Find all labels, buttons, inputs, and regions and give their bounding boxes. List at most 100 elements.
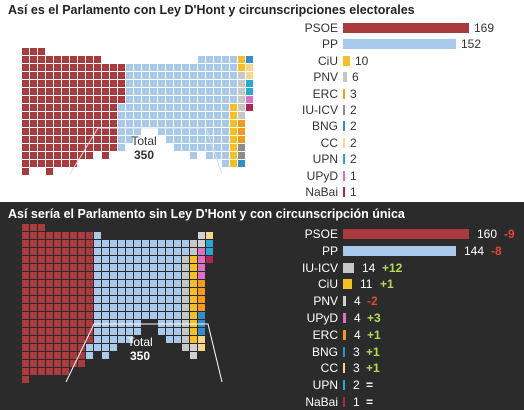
seat-pp [150,64,157,71]
seat-pp [86,352,93,359]
seat-difference: -9 [504,227,515,241]
seat-pp [174,336,181,343]
seat-pp [166,328,173,335]
seat-psoe [22,296,29,303]
seat-pp [158,312,165,319]
seat-iu-icv [182,344,189,351]
seat-bng [246,56,253,63]
seat-pp [118,256,125,263]
legend-row-upn: UPN 2 [0,152,524,167]
seat-psoe [78,80,85,87]
seat-pp [134,288,141,295]
seat-bar [343,296,346,307]
seat-pp [118,272,125,279]
seat-psoe [110,144,117,151]
seat-psoe [54,64,61,71]
seat-pp [214,64,221,71]
seat-pp [102,280,109,287]
seat-pp [158,264,165,271]
seat-pp [198,120,205,127]
seat-pp [190,152,197,159]
seat-pp [126,240,133,247]
seat-pp [182,128,189,135]
seat-ciu [230,120,237,127]
seat-psoe [38,280,45,287]
seat-bar [343,88,345,99]
seat-pp [110,256,117,263]
seat-pp [94,336,101,343]
seat-psoe [94,104,101,111]
seat-pp [150,288,157,295]
seat-psoe [38,96,45,103]
seat-value: 4 [354,311,361,325]
seat-pp [166,112,173,119]
party-name: UPyD [306,311,338,325]
seat-pp [142,256,149,263]
seat-ciu [230,136,237,143]
seat-pp [118,248,125,255]
seat-upyd [198,248,205,255]
seat-ciu [190,328,197,335]
seat-psoe [62,136,69,143]
seat-psoe [86,240,93,247]
party-name: IU-ICV [302,260,338,275]
seat-psoe [30,352,37,359]
seat-pp [206,72,213,79]
seat-pp [166,96,173,103]
seat-psoe [54,344,61,351]
seat-pp [110,272,117,279]
seat-psoe [22,80,29,87]
seat-ciu [190,336,197,343]
seat-psoe [102,64,109,71]
seat-psoe [46,344,53,351]
seat-psoe [30,264,37,271]
seat-psoe [22,312,29,319]
seat-pp [174,128,181,135]
seat-pp [166,288,173,295]
seat-psoe [46,112,53,119]
seat-pp [174,296,181,303]
seat-psoe [22,248,29,255]
seat-value: 1 [350,168,357,183]
seat-pp [182,96,189,103]
seat-psoe [38,56,45,63]
seat-psoe [30,136,37,143]
seat-psoe [30,240,37,247]
chart-panel-actual: Así es el Parlamento con Ley D'Hont y ci… [0,0,524,202]
seat-pp [222,112,229,119]
seat-pp [158,288,165,295]
seat-iu-icv [182,272,189,279]
seat-pp [174,136,181,143]
seat-psoe [78,248,85,255]
seat-psoe [62,88,69,95]
seat-pp [190,104,197,111]
seat-pp [126,248,133,255]
seat-psoe [54,136,61,143]
seat-pp [94,312,101,319]
seat-pp [94,296,101,303]
total-label: Total [131,134,157,148]
seat-psoe [38,112,45,119]
seat-bar [343,245,456,256]
seat-pp [174,256,181,263]
seat-pp [222,96,229,103]
seat-ciu [190,288,197,295]
seat-pp [174,112,181,119]
seat-psoe [30,144,37,151]
seat-psoe [86,248,93,255]
seat-psoe [102,144,109,151]
seat-psoe [94,80,101,87]
seat-psoe [86,136,93,143]
seat-psoe [54,240,61,247]
seat-pp [134,312,141,319]
seat-psoe [62,144,69,151]
seat-erc [238,128,245,135]
seat-pp [222,64,229,71]
seat-pp [110,336,117,343]
seat-psoe [30,56,37,63]
seat-pp [126,80,133,87]
seat-value: 2 [350,119,357,134]
seat-psoe [86,272,93,279]
seat-pp [214,96,221,103]
legend-row-upn: UPN 2 = [0,378,524,393]
